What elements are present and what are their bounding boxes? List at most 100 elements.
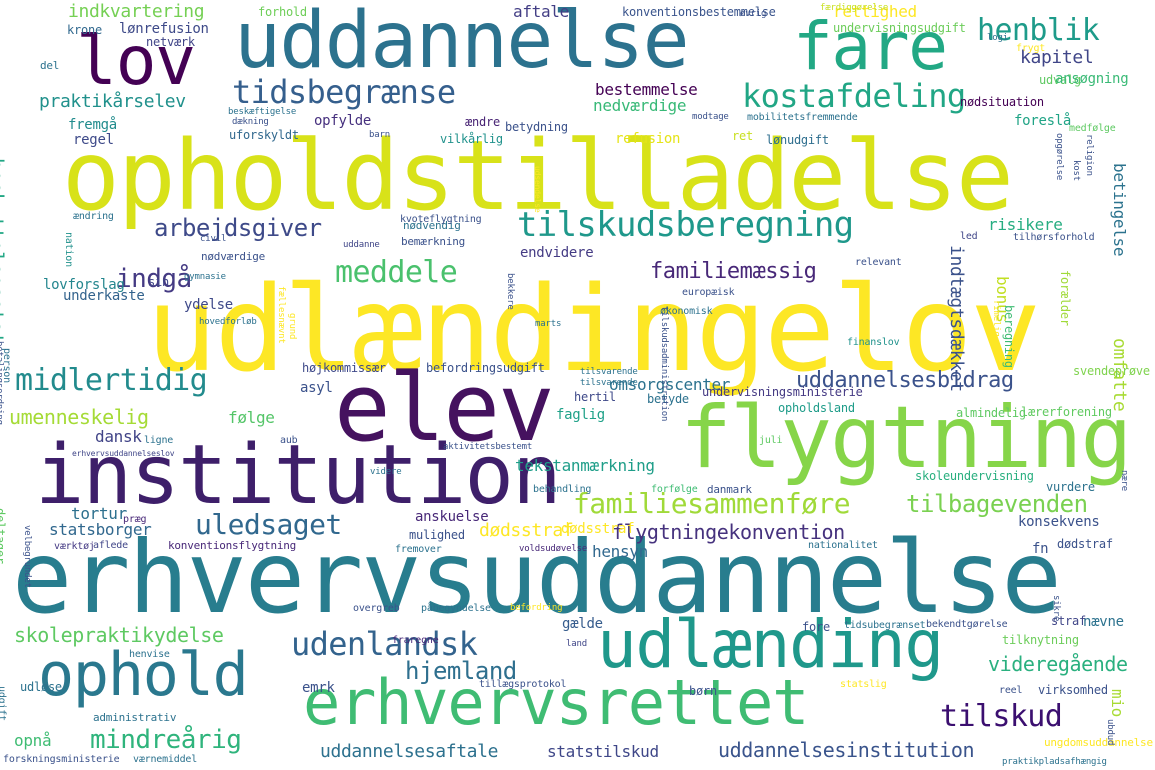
- word: tillægsprotokol: [479, 679, 567, 690]
- word: dødsstraf: [561, 521, 635, 537]
- word: udlændingelov: [146, 260, 1041, 398]
- word: indgå: [116, 264, 192, 294]
- word: vilkårlig: [440, 132, 503, 146]
- word: fore: [802, 620, 830, 634]
- word: bekendtgørelse: [926, 619, 1008, 630]
- word: administrativ: [93, 711, 177, 724]
- word: økonomisk: [660, 306, 713, 317]
- word: aflede: [93, 540, 128, 551]
- word: forskningsministerie: [3, 754, 120, 765]
- word: marts: [535, 319, 562, 329]
- word: færdiggørelse: [820, 3, 889, 13]
- word: elev: [334, 354, 555, 463]
- word: opholdstilladelse: [62, 120, 1014, 232]
- word: bestemmelse: [595, 80, 698, 99]
- word: uddanne: [343, 240, 380, 250]
- word: uddannelsesinstitution: [718, 738, 975, 762]
- word: aub: [280, 435, 298, 446]
- word: bemærkning: [401, 235, 466, 248]
- word: skolepraktikydelse: [14, 623, 224, 647]
- word: nationalitet: [808, 540, 878, 551]
- word: nation: [63, 232, 74, 267]
- word: flygtningekonvention: [612, 520, 845, 544]
- word: ansøgning: [1055, 71, 1129, 87]
- word: undervisningsudgift: [833, 21, 966, 35]
- word: lærerforening: [1021, 405, 1112, 419]
- word: familiemæssig: [650, 259, 817, 284]
- word: udvalg: [1039, 73, 1081, 87]
- word: finanslov: [847, 337, 900, 348]
- word: ligne: [144, 435, 174, 446]
- word: indkvartering: [68, 1, 205, 22]
- word: dækning: [232, 117, 269, 127]
- word: videregående: [988, 652, 1128, 676]
- word: logi: [987, 33, 1008, 43]
- word: mio: [1108, 689, 1127, 717]
- word: tilbagevenden: [906, 490, 1088, 518]
- word: praktikpladsafhængig: [1002, 757, 1107, 767]
- word: del: [40, 59, 60, 72]
- word: videre: [370, 467, 402, 477]
- word: fællesnævnt: [276, 286, 286, 344]
- word: gymnasie: [184, 272, 226, 282]
- word: kvoteflygtning: [400, 214, 482, 225]
- word: lønrefusion: [119, 21, 209, 37]
- word: værnemiddel: [133, 754, 198, 765]
- word: betydning: [505, 120, 568, 134]
- word: europæisk: [682, 287, 735, 298]
- word: uddannelsesaftale: [320, 741, 499, 762]
- word: henblik: [977, 13, 1100, 48]
- word: tortur: [71, 504, 127, 523]
- word: tekstanmærkning: [515, 456, 655, 475]
- word: forfølge: [651, 484, 698, 495]
- word: påbegyndelse: [421, 603, 491, 614]
- word: risikere: [988, 215, 1063, 234]
- word: tilsvarende: [580, 378, 638, 388]
- word: tilskud: [940, 699, 1063, 734]
- word: ændring: [73, 211, 114, 222]
- word: mulighed: [409, 528, 465, 542]
- word: ret: [732, 129, 753, 143]
- word: reel: [999, 685, 1023, 696]
- word: kost: [1071, 160, 1081, 181]
- word: fraregne: [392, 635, 439, 646]
- word: lovforslag: [43, 277, 125, 293]
- word: person: [1, 348, 12, 383]
- word: udgift: [0, 686, 7, 721]
- word: almindelig: [956, 406, 1026, 420]
- word: tidsubegrænset: [844, 620, 926, 631]
- word: følge: [228, 408, 275, 427]
- word: konventionsflygtning: [168, 539, 297, 552]
- word: tidsbegrænse: [232, 73, 456, 111]
- word: flygtning: [680, 388, 1132, 488]
- word: opfylde: [314, 113, 372, 129]
- word: hensyn: [592, 542, 648, 561]
- word: tilskudsberegning: [517, 205, 854, 245]
- word: midlertidig: [15, 363, 208, 398]
- word: aftale: [513, 2, 569, 21]
- word: vurdere: [1046, 480, 1095, 494]
- word: kapitel: [1020, 47, 1094, 68]
- word: relevant: [855, 257, 902, 268]
- word: forælder: [1058, 270, 1072, 326]
- word: udsendelse: [533, 166, 542, 213]
- word: hovedforløb: [199, 317, 257, 327]
- word: uledsaget: [195, 508, 342, 541]
- word: uforskyldt: [229, 128, 299, 142]
- word: sikre: [1051, 595, 1061, 622]
- word: praktikårselev: [39, 91, 186, 112]
- word: deltager: [0, 508, 7, 564]
- word: arbejdsgiver: [154, 214, 322, 242]
- word: nødsituation: [960, 95, 1044, 109]
- word: værktøj: [54, 541, 95, 552]
- word: juli: [759, 435, 783, 446]
- word: henvise: [129, 649, 170, 660]
- word: barn: [369, 130, 390, 140]
- word: mindreårig: [90, 725, 242, 755]
- word: straf: [1051, 614, 1086, 628]
- word: underkaste: [63, 288, 145, 304]
- word: ydelse: [184, 297, 233, 313]
- word: statsborger: [49, 520, 152, 539]
- word: behandling: [533, 484, 592, 495]
- word: regel: [73, 132, 114, 148]
